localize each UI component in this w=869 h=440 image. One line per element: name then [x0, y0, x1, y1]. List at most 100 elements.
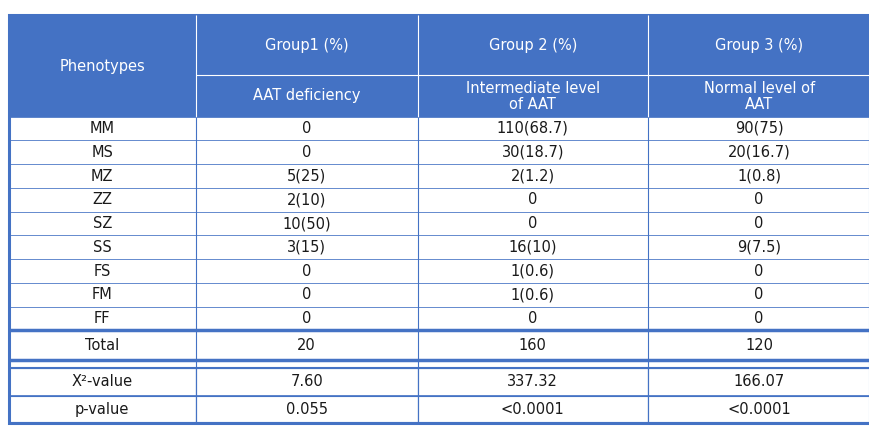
Text: 166.07: 166.07	[733, 374, 784, 389]
Bar	[417, 212, 647, 235]
Bar	[417, 235, 647, 259]
Bar	[647, 330, 869, 360]
Text: Group 2 (%): Group 2 (%)	[488, 37, 576, 53]
Text: MM: MM	[90, 121, 115, 136]
Bar	[417, 164, 647, 188]
Text: 16(10): 16(10)	[508, 240, 556, 255]
Text: 1(0.8): 1(0.8)	[736, 169, 780, 183]
Bar	[417, 396, 647, 423]
Bar	[196, 164, 417, 188]
Bar	[417, 259, 647, 283]
Bar	[196, 307, 417, 330]
Bar	[9, 368, 196, 396]
Text: 0: 0	[302, 145, 311, 160]
Bar	[9, 140, 196, 164]
Text: 10(50): 10(50)	[282, 216, 330, 231]
Text: 0: 0	[753, 192, 763, 207]
Text: SS: SS	[93, 240, 111, 255]
Bar	[417, 368, 647, 396]
Text: 0: 0	[527, 216, 537, 231]
Bar	[9, 15, 869, 117]
Bar	[417, 307, 647, 330]
Text: FF: FF	[94, 311, 110, 326]
Bar	[9, 235, 196, 259]
Bar	[9, 360, 869, 368]
Text: 7.60: 7.60	[290, 374, 322, 389]
Text: Total: Total	[85, 338, 119, 353]
Text: FS: FS	[94, 264, 110, 279]
Text: 160: 160	[518, 338, 547, 353]
Text: 3(15): 3(15)	[287, 240, 326, 255]
Bar	[647, 212, 869, 235]
Text: SZ: SZ	[92, 216, 112, 231]
Text: 0: 0	[753, 264, 763, 279]
Bar	[647, 396, 869, 423]
Bar	[417, 283, 647, 307]
Text: 0: 0	[753, 311, 763, 326]
Text: 90(75): 90(75)	[734, 121, 782, 136]
Bar	[647, 164, 869, 188]
Text: 0: 0	[753, 287, 763, 302]
Bar	[196, 15, 417, 117]
Bar	[9, 396, 196, 423]
Text: 1(0.6): 1(0.6)	[510, 264, 554, 279]
Text: 1(0.6): 1(0.6)	[510, 287, 554, 302]
Text: <0.0001: <0.0001	[726, 402, 790, 417]
Text: Phenotypes: Phenotypes	[59, 59, 145, 73]
Text: <0.0001: <0.0001	[501, 402, 564, 417]
Text: Intermediate level: Intermediate level	[465, 81, 600, 95]
Bar	[196, 283, 417, 307]
Bar	[647, 259, 869, 283]
Text: 110(68.7): 110(68.7)	[496, 121, 568, 136]
Bar	[9, 259, 196, 283]
Text: 20: 20	[297, 338, 315, 353]
Bar	[647, 283, 869, 307]
Bar	[9, 15, 196, 117]
Bar	[417, 140, 647, 164]
Bar	[9, 188, 196, 212]
Text: ZZ: ZZ	[92, 192, 112, 207]
Text: X²-value: X²-value	[71, 374, 133, 389]
Bar	[417, 188, 647, 212]
Text: 120: 120	[744, 338, 773, 353]
Text: AAT: AAT	[744, 97, 773, 112]
Text: 0: 0	[302, 264, 311, 279]
Bar	[9, 330, 196, 360]
Bar	[417, 117, 647, 140]
Text: 20(16.7): 20(16.7)	[726, 145, 790, 160]
Text: MS: MS	[91, 145, 113, 160]
Bar	[196, 368, 417, 396]
Bar	[196, 140, 417, 164]
Text: 30(18.7): 30(18.7)	[501, 145, 563, 160]
Text: 2(10): 2(10)	[287, 192, 326, 207]
Bar	[9, 164, 196, 188]
Text: 0: 0	[302, 311, 311, 326]
Bar	[196, 117, 417, 140]
Text: 0: 0	[302, 287, 311, 302]
Bar	[417, 330, 647, 360]
Text: Group1 (%): Group1 (%)	[264, 37, 348, 53]
Bar	[196, 330, 417, 360]
Text: 2(1.2): 2(1.2)	[510, 169, 554, 183]
Bar	[647, 117, 869, 140]
Bar	[196, 396, 417, 423]
Bar	[647, 368, 869, 396]
Text: 0: 0	[302, 121, 311, 136]
Bar	[196, 259, 417, 283]
Bar	[196, 212, 417, 235]
Text: MZ: MZ	[91, 169, 113, 183]
Text: Group 3 (%): Group 3 (%)	[714, 37, 802, 53]
Bar	[647, 15, 869, 117]
Bar	[647, 307, 869, 330]
Bar	[196, 235, 417, 259]
Bar	[9, 212, 196, 235]
Text: AAT deficiency: AAT deficiency	[253, 88, 360, 103]
Text: Normal level of: Normal level of	[703, 81, 813, 95]
Bar	[417, 15, 647, 117]
Text: 9(7.5): 9(7.5)	[736, 240, 780, 255]
Text: 0: 0	[527, 311, 537, 326]
Text: FM: FM	[92, 287, 112, 302]
Text: 0.055: 0.055	[285, 402, 328, 417]
Bar	[9, 283, 196, 307]
Bar	[647, 188, 869, 212]
